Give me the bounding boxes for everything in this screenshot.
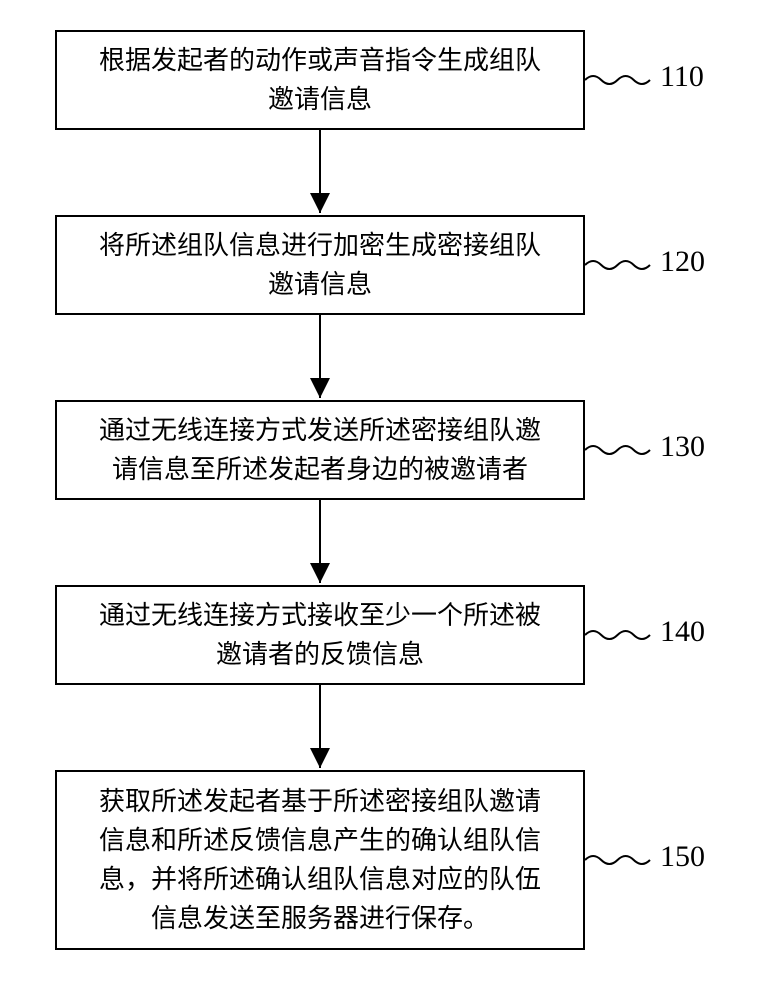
flow-node-n5: 获取所述发起者基于所述密接组队邀请 信息和所述反馈信息产生的确认组队信 息，并将…: [55, 770, 585, 950]
flow-node-text: 根据发起者的动作或声音指令生成组队 邀请信息: [99, 41, 541, 119]
flow-node-label-n2: 120: [660, 245, 705, 279]
flow-node-text: 将所述组队信息进行加密生成密接组队 邀请信息: [99, 226, 541, 304]
flow-node-label-n4: 140: [660, 615, 705, 649]
flow-node-n1: 根据发起者的动作或声音指令生成组队 邀请信息: [55, 30, 585, 130]
flow-node-n4: 通过无线连接方式接收至少一个所述被 邀请者的反馈信息: [55, 585, 585, 685]
flow-node-text: 通过无线连接方式发送所述密接组队邀 请信息至所述发起者身边的被邀请者: [99, 411, 541, 489]
flow-node-label-n3: 130: [660, 430, 705, 464]
flow-node-n2: 将所述组队信息进行加密生成密接组队 邀请信息: [55, 215, 585, 315]
flow-node-label-n5: 150: [660, 840, 705, 874]
squiggle-connector: [585, 446, 650, 454]
flow-node-text: 获取所述发起者基于所述密接组队邀请 信息和所述反馈信息产生的确认组队信 息，并将…: [99, 782, 541, 938]
flow-node-label-n1: 110: [660, 60, 704, 94]
squiggle-connector: [585, 631, 650, 639]
flow-node-n3: 通过无线连接方式发送所述密接组队邀 请信息至所述发起者身边的被邀请者: [55, 400, 585, 500]
flow-node-text: 通过无线连接方式接收至少一个所述被 邀请者的反馈信息: [99, 596, 541, 674]
squiggle-connector: [585, 76, 650, 84]
squiggle-connector: [585, 261, 650, 269]
squiggle-connector: [585, 856, 650, 864]
